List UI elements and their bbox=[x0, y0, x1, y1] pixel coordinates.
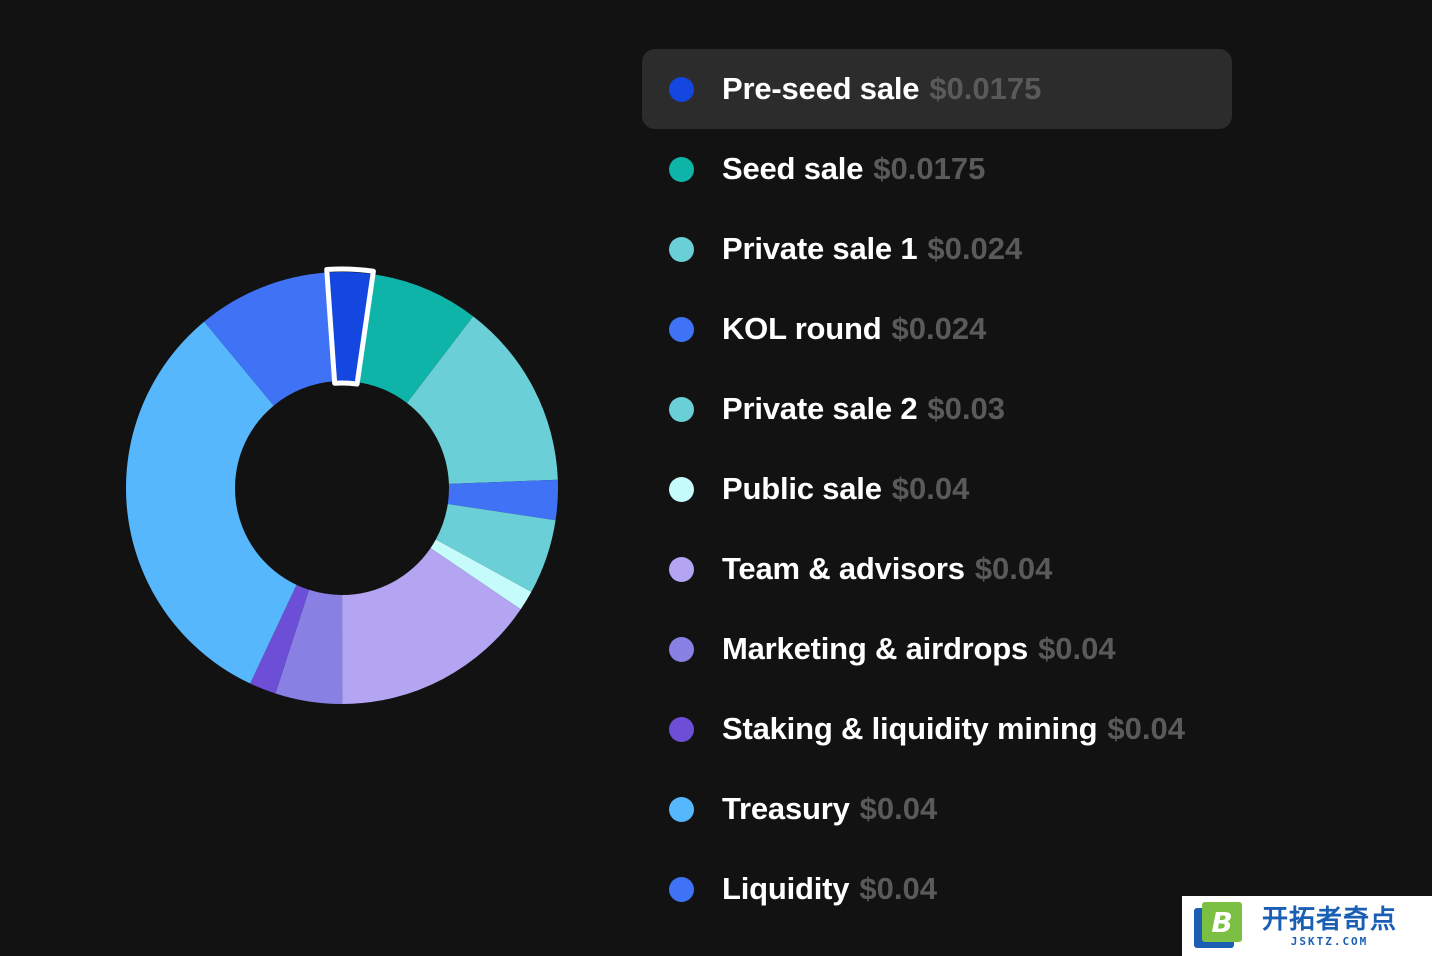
legend-item-team-and-advisors[interactable]: Team & advisors $0.04 bbox=[642, 529, 1232, 609]
legend-label: Staking & liquidity mining bbox=[722, 711, 1098, 746]
watermark-title: 开拓者奇点 bbox=[1262, 904, 1398, 935]
legend-color-dot bbox=[669, 556, 694, 582]
legend-color-dot bbox=[669, 236, 694, 262]
legend-color-dot bbox=[669, 396, 694, 422]
legend-price: $0.024 bbox=[927, 231, 1023, 266]
watermark-domain: JSKTZ.COM bbox=[1290, 934, 1369, 948]
legend-item-staking-and-liquidity-mining[interactable]: Staking & liquidity mining $0.04 bbox=[642, 689, 1232, 769]
legend-price: $0.04 bbox=[891, 471, 970, 506]
legend-label: Liquidity bbox=[722, 871, 850, 906]
legend-color-dot bbox=[669, 476, 694, 502]
legend-item-marketing-and-airdrops[interactable]: Marketing & airdrops $0.04 bbox=[642, 609, 1232, 689]
slice-marketing-and-airdrops[interactable] bbox=[275, 589, 343, 704]
legend-item-private-sale-2[interactable]: Private sale 2 $0.03 bbox=[642, 369, 1232, 449]
legend-item-liquidity[interactable]: Liquidity $0.04 bbox=[642, 849, 1232, 929]
legend-label: Public sale bbox=[722, 471, 882, 506]
legend-item-public-sale[interactable]: Public sale $0.04 bbox=[642, 449, 1232, 529]
legend-color-dot bbox=[669, 876, 694, 902]
slice-highlight-outline bbox=[324, 266, 376, 387]
legend-item-seed-sale[interactable]: Seed sale $0.0175 bbox=[642, 129, 1232, 209]
legend-item-kol-round[interactable]: KOL round $0.024 bbox=[642, 289, 1232, 369]
slice-staking-and-liquidity-mining[interactable] bbox=[250, 584, 310, 694]
legend-color-dot bbox=[669, 796, 694, 822]
legend-price: $0.03 bbox=[927, 391, 1005, 426]
donut-chart bbox=[126, 266, 559, 704]
legend-label: Team & advisors bbox=[722, 551, 965, 586]
legend-price: $0.04 bbox=[974, 551, 1053, 586]
legend-label: Treasury bbox=[722, 791, 850, 826]
legend-item-pre-seed-sale[interactable]: Pre-seed sale $0.0175 bbox=[642, 49, 1232, 129]
legend-label: KOL round bbox=[722, 311, 882, 346]
svg-text:B: B bbox=[1211, 906, 1232, 939]
legend-label: Marketing & airdrops bbox=[722, 631, 1029, 666]
legend-color-dot bbox=[669, 316, 694, 342]
slice-kol-round[interactable] bbox=[447, 479, 559, 521]
watermark: B 开拓者奇点 JSKTZ.COM bbox=[1182, 896, 1432, 956]
slice-public-sale[interactable] bbox=[430, 539, 532, 610]
slice-liquidity[interactable] bbox=[204, 272, 335, 406]
legend-label: Seed sale bbox=[722, 151, 864, 186]
legend-color-dot bbox=[669, 156, 694, 182]
slice-treasury[interactable] bbox=[126, 321, 297, 684]
legend-item-treasury[interactable]: Treasury $0.04 bbox=[642, 769, 1232, 849]
legend-price: $0.04 bbox=[859, 791, 938, 826]
slice-team-and-advisors[interactable] bbox=[342, 548, 521, 704]
legend-color-dot bbox=[669, 636, 694, 662]
legend-item-private-sale-1[interactable]: Private sale 1 $0.024 bbox=[642, 209, 1232, 289]
slice-pre-seed-sale[interactable] bbox=[326, 272, 373, 383]
slice-seed-sale[interactable] bbox=[357, 274, 474, 403]
chart-legend: Pre-seed sale $0.0175 Seed sale $0.0175 Priv… bbox=[642, 49, 1232, 929]
legend-label: Private sale 2 bbox=[722, 391, 918, 426]
legend-price: $0.04 bbox=[1107, 711, 1185, 746]
legend-price: $0.0175 bbox=[873, 151, 986, 186]
legend-price: $0.024 bbox=[891, 311, 987, 346]
legend-price: $0.04 bbox=[859, 871, 937, 906]
slice-private-sale-1[interactable] bbox=[406, 316, 558, 484]
legend-label: Pre-seed sale bbox=[722, 71, 920, 106]
legend-price: $0.04 bbox=[1038, 631, 1116, 666]
slice-private-sale-2[interactable] bbox=[435, 504, 556, 592]
watermark-logo: B bbox=[1190, 898, 1252, 954]
legend-color-dot bbox=[669, 76, 694, 102]
legend-color-dot bbox=[669, 716, 694, 742]
legend-label: Private sale 1 bbox=[722, 231, 918, 266]
legend-price: $0.0175 bbox=[929, 71, 1042, 106]
